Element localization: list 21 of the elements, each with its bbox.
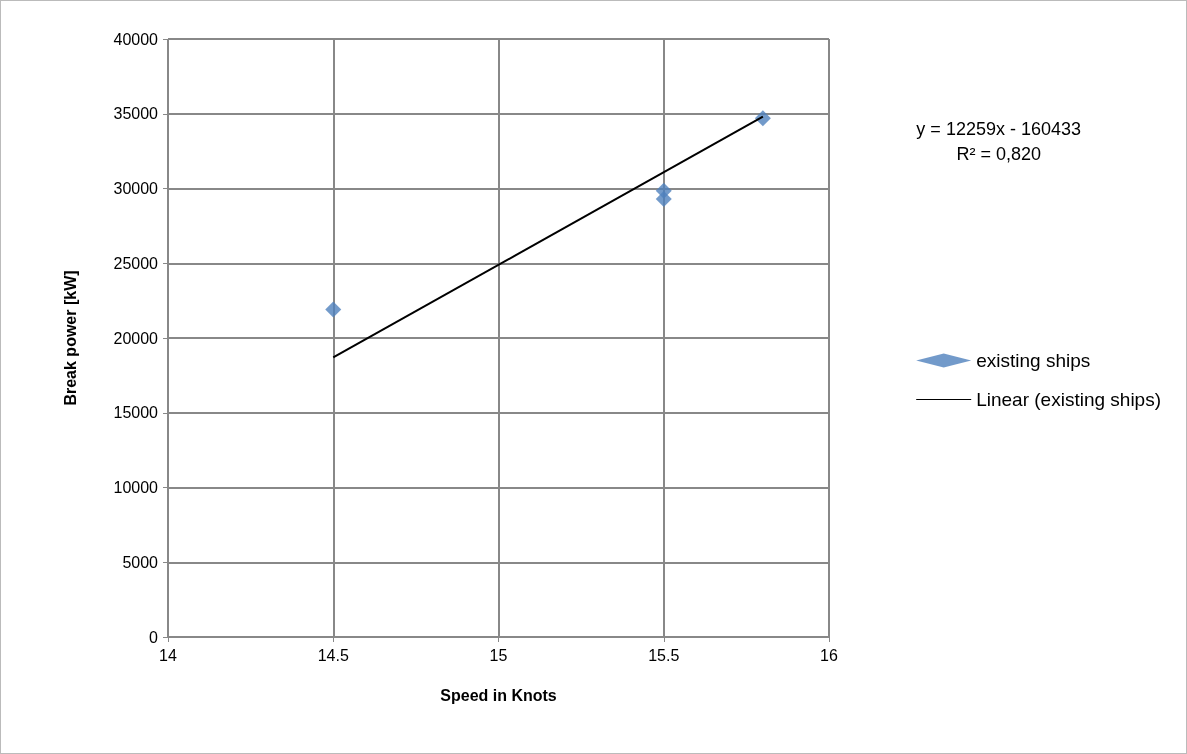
point — [325, 301, 342, 318]
point — [655, 190, 672, 207]
legend-label: existing ships — [976, 350, 1091, 371]
y-tick-label: 30000 — [113, 180, 159, 197]
y-tick-label: 40000 — [113, 30, 159, 48]
y-tick-label: 25000 — [113, 254, 159, 272]
legend-label: Linear (existing ships) — [976, 389, 1162, 410]
y-tick-label: 10000 — [113, 479, 159, 496]
x-axis-title: Speed in Knots — [440, 686, 557, 704]
y-tick-label: 20000 — [113, 329, 159, 347]
y-tick-label: 35000 — [113, 105, 159, 123]
y-axis-title: Break power [kW] — [61, 270, 79, 406]
text: y = 12259x - 160433 R² = 0,820 — [916, 118, 1082, 164]
x-tick-label: 14.5 — [317, 646, 349, 664]
y-tick-label: 0 — [149, 628, 159, 646]
y-tick-label: 15000 — [113, 404, 159, 422]
x-tick-label: 15 — [489, 646, 508, 664]
x-tick-label: 14 — [159, 646, 177, 664]
x-tick-label: 15.5 — [648, 646, 680, 664]
x-tick-label: 16 — [820, 646, 838, 664]
y-tick-label: 5000 — [122, 553, 159, 571]
